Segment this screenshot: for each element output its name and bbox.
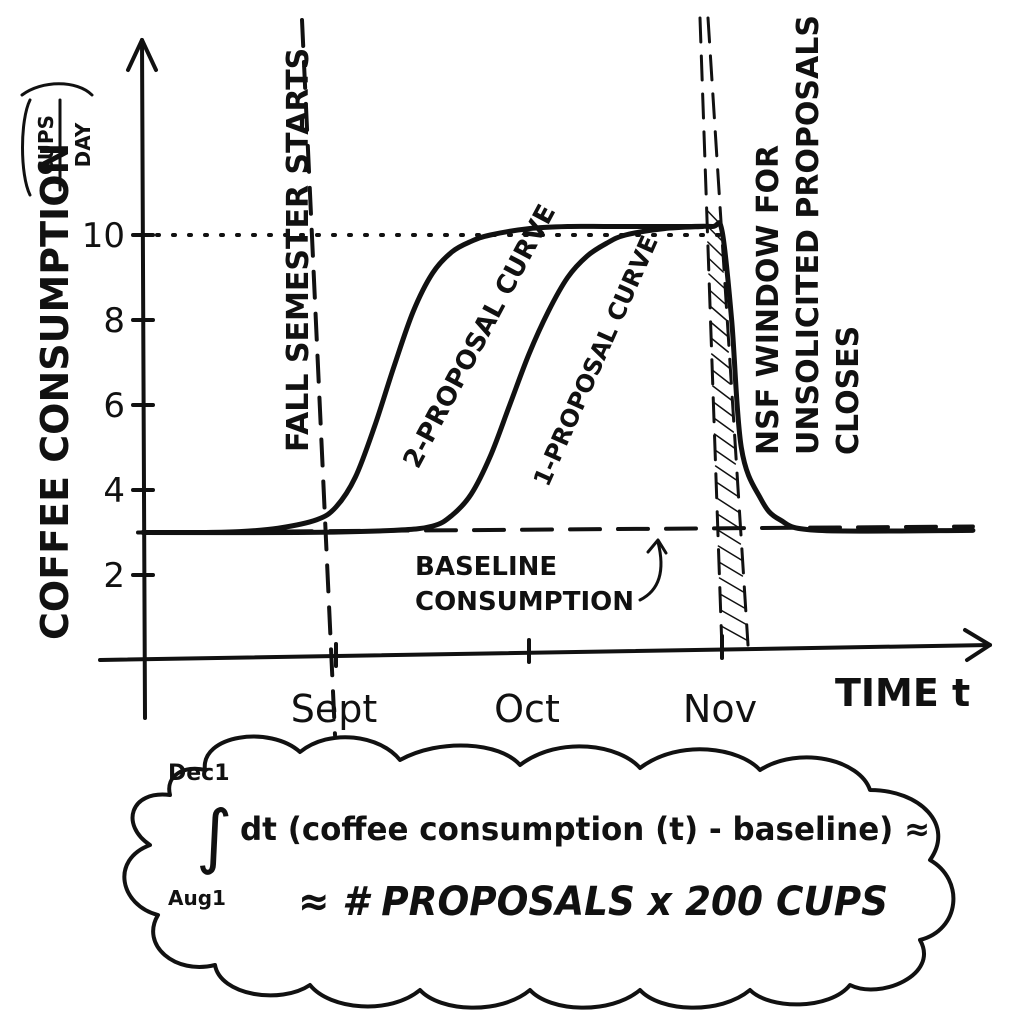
one-proposal-label: 1-PROPOSAL CURVE xyxy=(528,231,664,490)
y-tick-label: 8 xyxy=(103,301,125,341)
baseline-pointer-arrow xyxy=(638,540,663,602)
baseline-line xyxy=(136,524,975,535)
y-axis-unit-denominator: DAY xyxy=(71,122,95,167)
nsf-annotation-line1: NSF WINDOW FOR xyxy=(751,145,786,455)
hatch-line xyxy=(710,353,731,369)
y-axis xyxy=(140,38,147,720)
y-tick-label: 4 xyxy=(103,471,125,511)
formula-cloud xyxy=(122,734,956,1010)
semester-annotation: FALL SEMESTER STARTS xyxy=(281,48,316,452)
hatch-line xyxy=(707,257,724,273)
x-axis-arrow-icon xyxy=(963,628,992,662)
hatch-line xyxy=(709,321,728,337)
unit-paren-top xyxy=(20,82,94,97)
y-tick-label: 10 xyxy=(82,216,125,256)
nsf-band-right-edge xyxy=(706,16,750,647)
hatch-line xyxy=(708,273,725,289)
two-proposal-curve xyxy=(140,220,976,536)
x-ticks: Sept Oct Nov xyxy=(291,634,757,731)
hatch-line xyxy=(708,289,726,305)
hatch-line xyxy=(712,401,734,417)
hatch-line xyxy=(718,577,745,593)
hatch-line xyxy=(720,625,748,641)
nsf-annotation-line2: UNSOLICITED PROPOSALS xyxy=(791,15,826,455)
hatch-line xyxy=(713,417,735,433)
y-axis-arrow-icon xyxy=(126,38,158,72)
unit-paren-open xyxy=(21,98,32,197)
hatch-line xyxy=(719,609,747,625)
integral-lower-limit: Aug1 xyxy=(168,886,226,910)
y-axis-label: COFFEE CONSUMPTION xyxy=(33,143,77,640)
hatch-line xyxy=(712,385,733,401)
hatch-line xyxy=(717,545,743,561)
y-axis-unit-numerator: CUPS xyxy=(34,115,58,175)
nsf-annotation-line3: CLOSES xyxy=(831,326,866,455)
hatch-line xyxy=(714,449,737,465)
baseline-pointer-arrowhead-icon xyxy=(646,538,668,555)
baseline-label-line2: CONSUMPTION xyxy=(415,587,634,617)
hatch-line xyxy=(714,465,738,481)
nsf-band-hatching xyxy=(705,209,748,641)
semester-start-line xyxy=(300,18,337,737)
x-axis-label: TIME t xyxy=(835,671,970,715)
y-tick-label: 6 xyxy=(103,386,125,426)
nsf-deadline-band xyxy=(698,16,750,652)
hatch-line xyxy=(711,369,732,385)
x-axis xyxy=(98,643,992,662)
hatch-line xyxy=(713,433,736,449)
hatch-line xyxy=(719,593,746,609)
hatch-line xyxy=(716,513,741,529)
x-tick-label: Oct xyxy=(494,687,560,731)
hatch-line xyxy=(718,561,744,577)
y-ticks: 2 4 6 8 10 xyxy=(82,216,155,596)
hatch-line xyxy=(709,305,727,321)
integral-sign: ∫ xyxy=(196,795,232,877)
y-tick-label: 2 xyxy=(103,556,125,596)
one-proposal-curve xyxy=(140,224,706,536)
formula-line1: dt (coffee consumption (t) - baseline) ≈ xyxy=(240,810,930,848)
nsf-band-left-edge xyxy=(698,16,724,652)
integral-upper-limit: Dec1 xyxy=(168,761,230,786)
hatch-line xyxy=(717,529,742,545)
hatch-line xyxy=(710,337,730,353)
hatch-line xyxy=(707,241,723,257)
formula-line2: ≈ # PROPOSALS x 200 CUPS xyxy=(298,879,888,925)
x-tick-label: Nov xyxy=(683,687,757,731)
hatch-line xyxy=(715,497,740,513)
axes xyxy=(98,38,992,720)
hatch-line xyxy=(715,481,739,497)
baseline-label-line1: BASELINE xyxy=(415,552,557,582)
